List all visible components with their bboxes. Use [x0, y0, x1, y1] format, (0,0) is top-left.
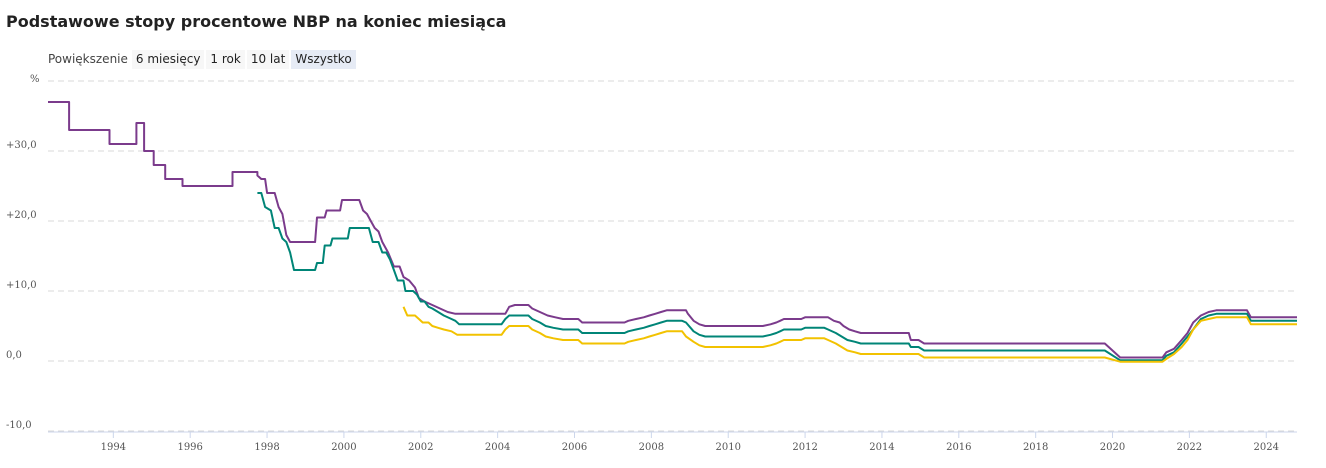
y-axis-unit: %	[30, 74, 40, 85]
x-tick-label: 2018	[1023, 442, 1048, 453]
y-tick-label: +10,0	[6, 280, 37, 291]
y-tick-label: 0,0	[6, 350, 22, 361]
axes: -10,0 0,0 +10,0 +20,0 +30,0 1994 1996 1998 2000 2…	[6, 140, 1297, 453]
series-line-1	[48, 101, 1297, 359]
zoom-all-button[interactable]: Wszystko	[291, 49, 356, 69]
x-tick-label: 2000	[331, 442, 356, 453]
y-tick-label: +20,0	[6, 210, 37, 221]
series-lines	[48, 101, 1297, 363]
zoom-controls: Powiększenie 6 miesięcy 1 rok 10 lat Wsz…	[48, 49, 358, 69]
x-tick-label: 1996	[177, 442, 202, 453]
zoom-label: Powiększenie	[48, 52, 128, 66]
x-tick-label: 2008	[639, 442, 664, 453]
x-tick-label: 2024	[1254, 442, 1279, 453]
zoom-1-year-button[interactable]: 1 rok	[206, 49, 245, 69]
zoom-10-years-button[interactable]: 10 lat	[246, 49, 290, 69]
chart-title: Podstawowe stopy procentowe NBP na konie…	[6, 12, 507, 31]
y-tick-label: +30,0	[6, 140, 37, 151]
series-line-3	[402, 306, 1297, 363]
grid-lines	[48, 80, 1297, 432]
x-tick-label: 2012	[792, 442, 817, 453]
series-line-2	[257, 192, 1297, 362]
x-tick-label: 2016	[946, 442, 971, 453]
x-tick-label: 1994	[101, 442, 126, 453]
x-tick-label: 2004	[485, 442, 510, 453]
x-tick-label: 2002	[408, 442, 433, 453]
x-tick-label: 2022	[1177, 442, 1202, 453]
x-tick-label: 2020	[1100, 442, 1125, 453]
x-tick-label: 1998	[254, 442, 279, 453]
x-tick-label: 2014	[869, 442, 894, 453]
x-tick-label: 2006	[562, 442, 587, 453]
zoom-6-months-button[interactable]: 6 miesięcy	[131, 49, 205, 69]
x-tick-label: 2010	[715, 442, 740, 453]
y-tick-label: -10,0	[6, 420, 32, 431]
